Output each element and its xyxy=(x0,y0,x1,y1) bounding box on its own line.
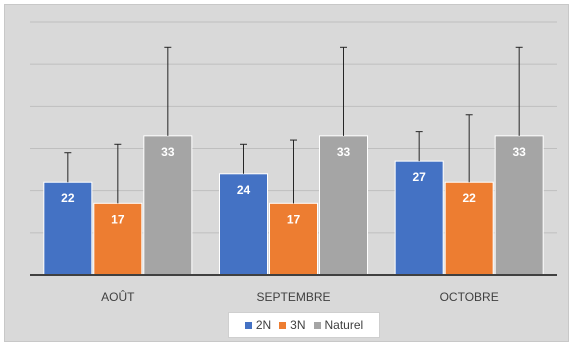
data-label: 33 xyxy=(337,145,351,159)
x-tick-label: SEPTEMBRE xyxy=(256,290,330,304)
legend-label-2n: 2N xyxy=(255,318,272,332)
bar-naturel xyxy=(494,135,544,276)
bar-2n xyxy=(43,181,93,276)
legend-item-naturel: Naturel xyxy=(313,318,364,332)
x-tick-label: OCTOBRE xyxy=(440,290,499,304)
legend-label-3n: 3N xyxy=(290,318,306,332)
bar-2n xyxy=(394,160,444,276)
data-label: 24 xyxy=(237,183,251,197)
bar-3n xyxy=(93,202,143,276)
legend-item-2n: 2N xyxy=(244,318,272,332)
legend-swatch-2n xyxy=(244,321,252,329)
legend-swatch-naturel xyxy=(313,321,321,329)
data-label: 17 xyxy=(111,212,125,226)
legend-label-naturel: Naturel xyxy=(324,318,364,332)
legend-swatch-3n xyxy=(279,321,287,329)
data-label: 27 xyxy=(412,170,426,184)
x-tick-label: AOÛT xyxy=(101,289,135,304)
bar-naturel xyxy=(143,135,193,276)
data-label: 22 xyxy=(462,191,476,205)
data-label: 33 xyxy=(161,145,175,159)
legend: 2N 3N Naturel xyxy=(228,312,380,338)
data-label: 17 xyxy=(287,212,301,226)
bar-3n xyxy=(444,181,494,276)
chart-area xyxy=(4,4,569,342)
data-label: 22 xyxy=(61,191,75,205)
legend-item-3n: 3N xyxy=(279,318,306,332)
data-label: 33 xyxy=(512,145,526,159)
bar-3n xyxy=(269,202,318,276)
